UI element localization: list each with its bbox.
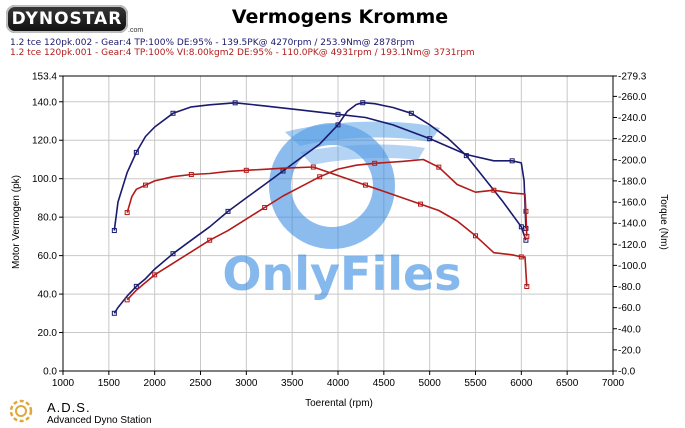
- watermark: OnlyFiles: [222, 121, 462, 301]
- series-torque-marker: [509, 158, 515, 164]
- x-tick-label: 3500: [281, 378, 304, 389]
- series-power-marker: [133, 283, 139, 289]
- series-torque-line-1: [113, 102, 527, 231]
- y2-tick-label: -140.0: [618, 219, 647, 230]
- x-tick-label: 1000: [52, 378, 75, 389]
- logo-subtext: .com: [128, 27, 144, 34]
- ads-gear-icon: [9, 399, 33, 423]
- run-1-info: 1.2 tce 120pk.002 - Gear:4 TP:100% DE:95…: [10, 38, 415, 48]
- series-power-marker: [408, 110, 414, 116]
- x-tick-label: 4000: [327, 378, 350, 389]
- x-tick-label: 6500: [556, 378, 579, 389]
- x-tick-label: 1500: [98, 378, 121, 389]
- series-power-marker: [262, 205, 268, 211]
- y2-tick-label: -180.0: [618, 176, 647, 187]
- series-power-marker: [170, 251, 176, 257]
- series-power-marker: [111, 310, 117, 316]
- y2-tick-label: -0.0: [618, 367, 636, 378]
- series-torque-marker: [310, 164, 316, 170]
- plot-frame: [62, 75, 614, 372]
- x-tick-label: 3000: [235, 378, 258, 389]
- x-tick-label: 5500: [464, 378, 487, 389]
- x-tick-label: 2000: [144, 378, 167, 389]
- y2-tick-label: -80.0: [618, 282, 641, 293]
- y2-tick-label: -240.0: [618, 113, 647, 124]
- axes: 1000 1500 2000 2500 3000 3500 4000 4500 5000 5500…: [32, 72, 647, 390]
- watermark-text: OnlyFiles: [222, 247, 461, 301]
- y2-tick-label: -200.0: [618, 155, 647, 166]
- x-tick-label: 4500: [373, 378, 396, 389]
- series-power-marker: [152, 272, 158, 278]
- y2-tick-label: -20.0: [618, 345, 641, 356]
- footer-subtitle: Advanced Dyno Station: [47, 415, 152, 426]
- y-tick-label: 140.0: [32, 97, 57, 108]
- series-power-marker: [524, 233, 530, 239]
- y-tick-label: 80.0: [38, 213, 58, 224]
- y2-tick-label: -260.0: [618, 92, 647, 103]
- series-power-marker: [360, 100, 366, 106]
- footer-title: A.D.S.: [47, 400, 91, 415]
- run-2-info: 1.2 tce 120pk.001 - Gear:4 TP:100% VI:8.…: [10, 48, 475, 58]
- y2-tick-label: -160.0: [618, 198, 647, 209]
- series-torque-marker: [524, 284, 530, 290]
- series-power-marker: [317, 174, 323, 180]
- series-power-marker: [523, 208, 529, 214]
- series-torque-marker: [243, 167, 249, 173]
- series-power-marker: [491, 187, 497, 193]
- dynostar-logo: DYNOSTAR: [6, 5, 128, 33]
- x-tick-label: 5000: [419, 378, 442, 389]
- y2-tick-label: -279.3: [618, 72, 647, 83]
- curve-layer: [111, 100, 530, 316]
- y2-tick-label: -40.0: [618, 324, 641, 335]
- series-torque-marker: [143, 182, 148, 188]
- series-torque-marker: [363, 182, 368, 188]
- watermark-ring: [269, 123, 395, 249]
- y2-tick-label: -60.0: [618, 303, 641, 314]
- grid-lines: [62, 75, 614, 372]
- series-torque-line-3: [126, 166, 528, 287]
- series-power-marker: [207, 237, 213, 243]
- y2-tick-label: -120.0: [618, 240, 647, 251]
- series-torque-marker: [133, 149, 139, 155]
- x-tick-label: 7000: [602, 378, 625, 389]
- y2-tick-label: -100.0: [618, 261, 647, 272]
- y2-axis-label: Torque (Nm): [658, 194, 669, 250]
- series-torque-marker: [188, 172, 194, 178]
- series-torque-marker: [518, 254, 524, 260]
- series-power-line-0: [113, 101, 527, 314]
- y-tick-label: 0.0: [43, 367, 57, 378]
- series-power-marker: [124, 297, 130, 303]
- series-power-marker: [436, 164, 442, 170]
- series-torque-marker: [473, 233, 478, 239]
- y-tick-label: 120.0: [32, 136, 57, 147]
- y-tick-label: 153.4: [32, 72, 57, 83]
- y-tick-label: 40.0: [38, 290, 58, 301]
- watermark-swoosh-2: [300, 144, 425, 165]
- y-axis-label: Motor Vermogen (pk): [11, 175, 22, 269]
- series-torque-marker: [335, 111, 341, 117]
- y-tick-label: 100.0: [32, 174, 57, 185]
- series-power-marker: [335, 122, 341, 128]
- series-torque-marker: [232, 100, 238, 106]
- series-torque-marker: [418, 201, 423, 207]
- series-power-marker: [225, 208, 231, 214]
- y-tick-label: 20.0: [38, 328, 58, 339]
- series-torque-marker: [427, 136, 433, 142]
- x-tick-label: 2500: [189, 378, 212, 389]
- series-torque-marker: [124, 210, 130, 216]
- y-tick-label: 60.0: [38, 251, 58, 262]
- series-torque-marker: [111, 228, 117, 234]
- series-power-marker: [518, 224, 524, 230]
- logo-text: DYNOSTAR: [11, 9, 123, 29]
- x-tick-label: 6000: [510, 378, 533, 389]
- series-torque-marker: [170, 110, 176, 116]
- chart-title: Vermogens Kromme: [231, 6, 449, 28]
- series-power-marker: [372, 160, 378, 166]
- y2-tick-label: -220.0: [618, 134, 647, 145]
- x-axis-label: Toerental (rpm): [305, 398, 373, 409]
